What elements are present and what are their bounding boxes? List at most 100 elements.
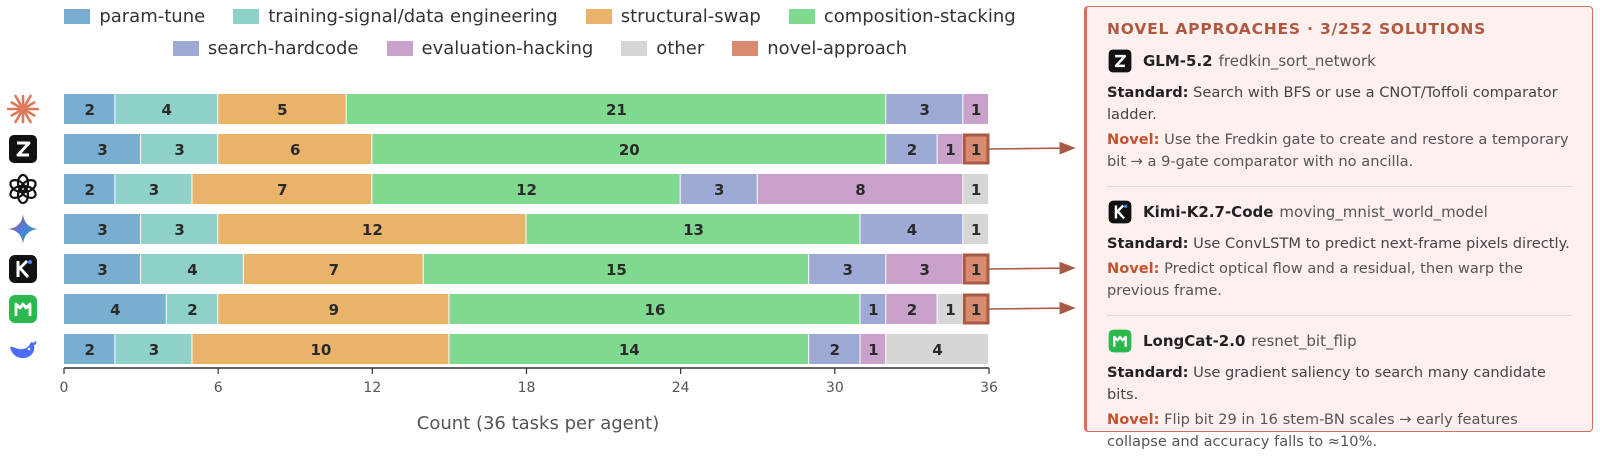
bar-segment-composition-stacking [449, 294, 860, 324]
bar-segment-param-tune [64, 134, 141, 164]
x-tick-label: 18 [518, 380, 536, 396]
bar-segment-novel-approach [962, 293, 990, 325]
legend-swatch [621, 41, 648, 56]
agent-icons [7, 94, 39, 359]
bar-segment-composition-stacking [526, 214, 860, 244]
bar-value-label: 4 [162, 101, 172, 119]
model-name: GLM-5.2 [1143, 52, 1213, 70]
task-name: resnet_bit_flip [1251, 332, 1357, 350]
bar-value-label: 3 [920, 101, 930, 119]
bar-value-label: 1 [971, 261, 981, 279]
bar-segment-param-tune [64, 174, 115, 204]
task-name: moving_mnist_world_model [1279, 203, 1488, 221]
legend-label: composition-stacking [823, 6, 1016, 27]
legend-label: evaluation-hacking [421, 38, 594, 59]
solution-header: LongCat-2.0 resnet_bit_flip [1107, 328, 1572, 354]
bar-value-label: 6 [290, 141, 300, 159]
novel-solution: GLM-5.2 fredkin_sort_network Standard: Sea… [1107, 46, 1572, 186]
novel-callouts [988, 141, 1076, 315]
bar-value-label: 3 [149, 341, 159, 359]
bar-segment-structural-swap [218, 134, 372, 164]
bar-segment-structural-swap [243, 254, 423, 284]
novel-label: Novel: [1107, 411, 1160, 428]
legend-swatch [233, 9, 260, 24]
novel-approach: Novel: Use the Fredkin gate to create an… [1107, 129, 1572, 173]
standard-text: Search with BFS or use a CNOT/Toffoli co… [1107, 84, 1558, 123]
bar-value-label: 7 [277, 181, 287, 199]
bar-segment-composition-stacking [423, 254, 809, 284]
legend-item: novel-approach [732, 38, 907, 59]
standard-text: Use gradient saliency to search many can… [1107, 364, 1546, 403]
x-tick-label: 36 [980, 380, 998, 396]
novel-callout-arrow [988, 141, 1076, 155]
novel-text: Flip bit 29 in 16 stem-BN scales → early… [1107, 411, 1518, 450]
legend-swatch [386, 41, 413, 56]
novel-solution: LongCat-2.0 resnet_bit_flip Standard: Use … [1107, 315, 1572, 466]
novel-label: Novel: [1107, 260, 1160, 277]
legend-swatch [585, 9, 612, 24]
bar-segment-training-signal-data-engineering [141, 254, 243, 284]
gemini-star-icon [8, 214, 38, 244]
bar-segment-other [963, 174, 988, 204]
bar-value-label: 13 [683, 221, 704, 239]
bar-value-label: 4 [907, 221, 917, 239]
bar-segment-training-signal-data-engineering [115, 334, 192, 364]
kimi-k-icon [9, 255, 37, 283]
bar-value-label: 3 [97, 261, 107, 279]
standard-approach: Standard: Use gradient saliency to searc… [1107, 362, 1572, 406]
bar-value-label: 21 [606, 101, 627, 119]
bar-segment-training-signal-data-engineering [115, 94, 218, 124]
legend-label: novel-approach [767, 38, 908, 59]
bar-value-label: 3 [842, 261, 852, 279]
bar-value-label: 5 [277, 101, 287, 119]
legend-label: other [656, 38, 705, 59]
bar-segment-search-hardcode [809, 334, 860, 364]
bar-value-label: 4 [187, 261, 197, 279]
bar-segment-other [886, 334, 988, 364]
bar-segment-search-hardcode [886, 134, 937, 164]
agent-icon-deepseek [10, 341, 37, 359]
bar-segment-evaluation-hacking [860, 334, 886, 364]
chart-legend: param-tune training-signal/data engineeri… [40, 6, 1040, 59]
legend-item: evaluation-hacking [386, 38, 594, 59]
bar-segment-composition-stacking [372, 134, 886, 164]
bar-value-label: 7 [329, 261, 339, 279]
legend-label: search-hardcode [207, 38, 359, 59]
solutions-list: GLM-5.2 fredkin_sort_network Standard: Sea… [1107, 46, 1572, 466]
bar-segment-evaluation-hacking [963, 94, 988, 124]
bar-value-label: 20 [619, 141, 640, 159]
legend-item: param-tune [64, 6, 205, 27]
bar-value-label: 2 [84, 101, 94, 119]
x-tick-label: 0 [60, 380, 69, 396]
bar-value-label: 1 [868, 341, 878, 359]
legend-swatch [64, 9, 91, 24]
bar-segment-evaluation-hacking [757, 174, 963, 204]
standard-text: Use ConvLSTM to predict next-frame pixel… [1188, 235, 1570, 252]
bar-value-label: 3 [97, 221, 107, 239]
x-axis: 0 6 12 18 24 30 36 [60, 367, 998, 396]
bar-value-label: 1 [971, 181, 981, 199]
model-name: LongCat-2.0 [1143, 332, 1246, 350]
x-tick-label: 24 [672, 380, 690, 396]
bar-segment-composition-stacking [372, 174, 680, 204]
standard-approach: Standard: Use ConvLSTM to predict next-f… [1107, 233, 1572, 255]
bar-segment-training-signal-data-engineering [115, 174, 192, 204]
agent-icon-claude [7, 94, 39, 124]
bar-segment-novel-approach [962, 133, 990, 165]
agent-icon-kimi [9, 255, 37, 283]
novel-callout-arrow [988, 301, 1076, 315]
bar-segment-search-hardcode [860, 294, 886, 324]
legend-item: composition-stacking [788, 6, 1016, 27]
legend-label: param-tune [99, 6, 206, 27]
x-axis-label: Count (36 tasks per agent) [417, 413, 659, 434]
bar-segment-evaluation-hacking [886, 254, 963, 284]
novel-approach: Novel: Flip bit 29 in 16 stem-BN scales … [1107, 409, 1572, 453]
solution-header: GLM-5.2 fredkin_sort_network [1107, 48, 1572, 74]
bar-value-label: 1 [971, 141, 981, 159]
bar-segment-training-signal-data-engineering [166, 294, 218, 324]
bar-segment-structural-swap [218, 294, 449, 324]
bar-value-label: 10 [311, 341, 332, 359]
standard-approach: Standard: Search with BFS or use a CNOT/… [1107, 82, 1572, 126]
claude-sunburst-icon [7, 94, 39, 124]
agent-icon-gemini [8, 214, 38, 244]
